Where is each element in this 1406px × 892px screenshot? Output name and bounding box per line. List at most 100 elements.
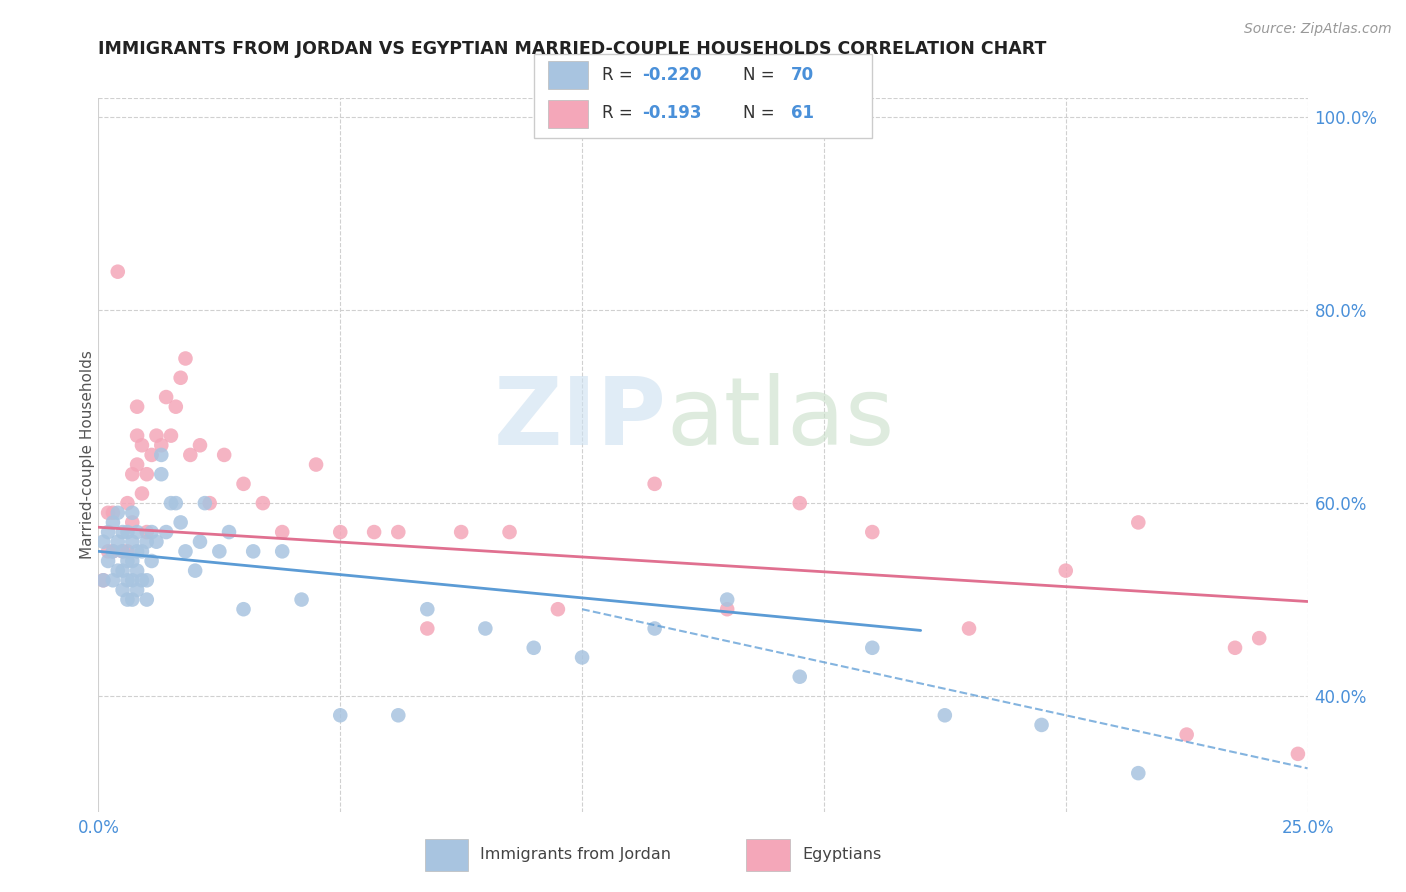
Point: [547, 602, 569, 616]
Point: [117, 524, 139, 539]
Point: [121, 467, 143, 482]
Point: [644, 476, 666, 491]
Text: 70: 70: [790, 66, 814, 84]
Point: [155, 524, 177, 539]
Point: [1031, 718, 1053, 732]
Point: [131, 438, 153, 452]
Point: [498, 524, 520, 539]
Point: [97, 544, 120, 558]
Point: [127, 400, 149, 414]
Point: [135, 592, 157, 607]
Point: [165, 400, 187, 414]
Point: [107, 564, 129, 578]
Point: [91, 574, 114, 588]
Point: [107, 534, 129, 549]
Point: [860, 640, 883, 655]
Point: [127, 458, 149, 472]
Point: [101, 506, 124, 520]
Point: [111, 544, 134, 558]
Point: [232, 476, 254, 491]
Point: [387, 524, 409, 539]
Point: [101, 516, 124, 530]
Text: IMMIGRANTS FROM JORDAN VS EGYPTIAN MARRIED-COUPLE HOUSEHOLDS CORRELATION CHART: IMMIGRANTS FROM JORDAN VS EGYPTIAN MARRI…: [98, 40, 1047, 58]
Point: [111, 564, 134, 578]
Point: [107, 265, 129, 279]
Point: [160, 428, 183, 442]
Point: [169, 371, 191, 385]
Point: [97, 506, 120, 520]
Point: [127, 544, 149, 558]
Point: [97, 554, 120, 568]
Point: [329, 708, 352, 723]
FancyBboxPatch shape: [747, 839, 790, 871]
Point: [169, 516, 191, 530]
Point: [155, 390, 177, 404]
Point: [571, 650, 593, 665]
Point: [305, 458, 328, 472]
Text: -0.193: -0.193: [643, 103, 702, 122]
Point: [91, 574, 114, 588]
Point: [1286, 747, 1309, 761]
Text: Immigrants from Jordan: Immigrants from Jordan: [481, 847, 671, 862]
Point: [179, 448, 201, 462]
Point: [208, 544, 231, 558]
Point: [101, 544, 124, 558]
Point: [271, 524, 294, 539]
Point: [716, 592, 738, 607]
Point: [271, 544, 294, 558]
Point: [1175, 728, 1198, 742]
Point: [91, 534, 114, 549]
Point: [121, 554, 143, 568]
Point: [957, 622, 980, 636]
Point: [145, 428, 167, 442]
Text: R =: R =: [602, 103, 638, 122]
Point: [127, 564, 149, 578]
Text: atlas: atlas: [666, 373, 896, 466]
Point: [188, 534, 211, 549]
Point: [174, 544, 197, 558]
Text: Egyptians: Egyptians: [801, 847, 882, 862]
Text: -0.220: -0.220: [643, 66, 702, 84]
Point: [131, 486, 153, 500]
Point: [416, 622, 439, 636]
Point: [150, 438, 173, 452]
FancyBboxPatch shape: [425, 839, 468, 871]
Point: [188, 438, 211, 452]
Point: [127, 428, 149, 442]
Text: 61: 61: [790, 103, 814, 122]
Point: [117, 544, 139, 558]
Point: [121, 534, 143, 549]
Point: [934, 708, 956, 723]
Point: [121, 574, 143, 588]
Point: [145, 534, 167, 549]
Point: [121, 506, 143, 520]
Point: [252, 496, 274, 510]
Point: [141, 448, 163, 462]
Point: [131, 544, 153, 558]
Point: [644, 622, 666, 636]
Point: [329, 524, 352, 539]
Point: [135, 524, 157, 539]
Point: [97, 524, 120, 539]
Point: [1128, 516, 1150, 530]
Point: [1249, 631, 1271, 645]
FancyBboxPatch shape: [534, 54, 872, 138]
Point: [212, 448, 235, 462]
Point: [290, 592, 312, 607]
Point: [416, 602, 439, 616]
Point: [111, 524, 134, 539]
Point: [450, 524, 472, 539]
Point: [101, 574, 124, 588]
Point: [198, 496, 221, 510]
Point: [135, 574, 157, 588]
Point: [135, 534, 157, 549]
FancyBboxPatch shape: [548, 100, 588, 128]
Point: [232, 602, 254, 616]
Point: [1223, 640, 1246, 655]
Point: [160, 496, 183, 510]
Point: [121, 516, 143, 530]
Point: [184, 564, 207, 578]
Point: [523, 640, 546, 655]
Point: [363, 524, 385, 539]
Point: [165, 496, 187, 510]
